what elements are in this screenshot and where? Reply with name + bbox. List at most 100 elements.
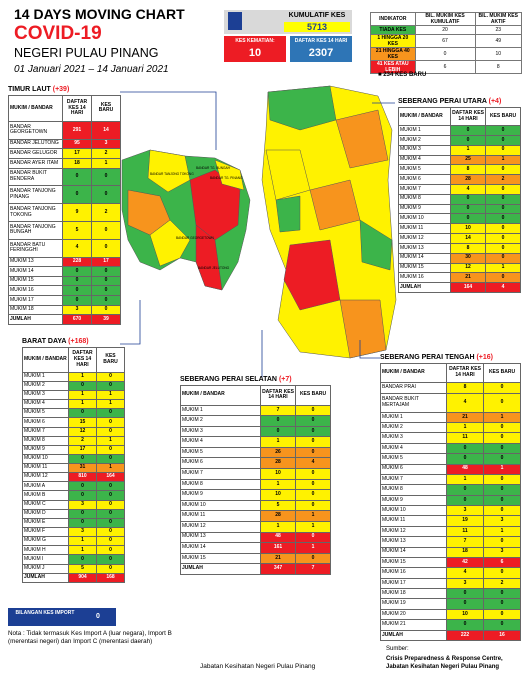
area-name: MUKIM 2	[380, 422, 447, 434]
area-name: MUKIM 10	[380, 505, 447, 517]
new-cases: 1	[295, 510, 331, 522]
cases-14-days: 0	[68, 517, 97, 529]
subtitle: COVID-19	[14, 23, 102, 44]
cases-14-days: 1	[68, 389, 97, 401]
section-title: SEBERANG PERAI SELATAN (+7)	[180, 376, 330, 385]
new-cases: 0	[485, 242, 521, 254]
new-cases: 3	[483, 515, 521, 527]
new-cases: 16	[483, 629, 521, 642]
cases-14-days: 3	[446, 505, 484, 517]
cases-14-days: 161	[260, 542, 296, 554]
area-name: MUKIM 8	[22, 435, 69, 446]
cases-14-days: 21	[450, 272, 486, 284]
area-name: MUKIM 7	[180, 468, 261, 480]
area-name: MUKIM 8	[398, 193, 451, 205]
section-table: MUKIM / BANDAR DAFTAR KES 14 HARI KES BARU…	[180, 385, 331, 575]
new-cases: 0	[483, 392, 521, 413]
cases-14-days: 0	[446, 494, 484, 507]
area-name: JUMLAH	[22, 572, 69, 584]
cases-14-days: 1	[68, 371, 97, 382]
area-name: BANDAR BUKIT BENDERA	[8, 167, 63, 187]
area-name: MUKIM 18	[380, 588, 447, 600]
new-cases: 0	[485, 184, 521, 195]
deaths-panel	[224, 36, 286, 62]
import-box: BILANGAN KES IMPORT 0	[8, 608, 116, 626]
table-row: MUKIM 15 12 1	[398, 262, 521, 274]
cases-14-days: 0	[450, 203, 486, 215]
new-cases: 0	[91, 238, 121, 258]
area-name: BANDAR AYER ITAM	[8, 158, 63, 169]
area-name: MUKIM 10	[398, 213, 451, 225]
section-header: MUKIM / BANDAR DAFTAR KES 14 HARI KES BARU	[398, 106, 521, 127]
new-cases: 0	[483, 432, 521, 444]
area-name: MUKIM 10	[22, 453, 69, 465]
cases-14-days: 5	[260, 499, 296, 512]
column-header: MUKIM / BANDAR	[180, 385, 261, 406]
new-cases: 1	[483, 525, 521, 538]
note: Nota : Tidak termasuk Kes Import A (luar…	[8, 630, 172, 645]
area-name: MUKIM 6	[380, 463, 447, 475]
section-title: SEBERANG PERAI UTARA (+4)	[398, 98, 520, 107]
table-row: MUKIM 15 0 0	[8, 275, 121, 287]
area-name: MUKIM 13	[180, 531, 261, 544]
section-change: (+7)	[278, 376, 292, 383]
new-cases: 3	[91, 138, 121, 150]
map-area	[214, 159, 245, 191]
new-cases: 0	[96, 481, 125, 492]
area-name: MUKIM D	[22, 508, 69, 519]
table-row: MUKIM 11 28 1	[180, 510, 331, 522]
column-header: DAFTAR KES 14 HARI	[450, 106, 486, 127]
table-row: MUKIM 3 11 0	[380, 432, 521, 444]
area-name: MUKIM 7	[398, 184, 451, 195]
import-label: BILANGAN KES IMPORT	[15, 610, 75, 616]
new-cases: 0	[91, 275, 121, 287]
cases-14-days: 0	[450, 193, 486, 205]
table-row: MUKIM 9 10 0	[180, 489, 331, 501]
area-name: MUKIM 7	[22, 426, 69, 437]
connectors	[120, 91, 395, 378]
area-name: MUKIM 1	[398, 125, 451, 136]
cases-14-days: 12	[450, 262, 486, 274]
table-row: MUKIM 13 8 0	[398, 242, 521, 254]
legend-indicator: 21 HINGGA 40 KES	[370, 47, 416, 61]
area-name: MUKIM 6	[180, 457, 261, 470]
new-cases: 39	[91, 314, 121, 325]
summary-box: KUMULATIF KES 5713 KES KEMATIAN: 10 DAFT…	[224, 10, 352, 62]
section-table: MUKIM / BANDAR DAFTAR KES 14 HARI KES BARU…	[380, 362, 521, 642]
table-row: MUKIM 10 3 0	[380, 505, 521, 517]
map-label: BANDAR TG. PINANG	[210, 176, 243, 180]
area-name: JUMLAH	[398, 282, 451, 293]
table-row: MUKIM 18 0 0	[380, 588, 521, 600]
area-name: MUKIM G	[22, 536, 69, 547]
section-name: TIMUR LAUT	[8, 86, 51, 93]
new-cases: 0	[91, 266, 121, 277]
section-header: MUKIM / BANDAR DAFTAR KES 14 HARI KES BARU	[22, 347, 125, 373]
map-label: BANDAR JELUTONG	[198, 266, 230, 270]
table-row: MUKIM 17 3 2	[380, 577, 521, 590]
cases-14-days: 0	[450, 213, 486, 225]
total-row: JUMLAH 904 168	[22, 572, 125, 584]
new-cases: 0	[91, 167, 121, 187]
title: 14 DAYS MOVING CHART	[14, 6, 185, 22]
area-name: MUKIM 1	[380, 411, 447, 424]
table-row: MUKIM 7 12 0	[22, 426, 125, 437]
area-name: MUKIM 13	[380, 536, 447, 548]
area-name: JUMLAH	[8, 314, 63, 325]
cases-14-days: 3	[446, 577, 484, 590]
area-name: MUKIM 5	[380, 453, 447, 465]
new-cases: 1	[91, 158, 121, 169]
area-name: BANDAR GELUGOR	[8, 148, 63, 159]
legend-row: 1 HINGGA 20 KES 67 49	[370, 34, 523, 48]
table-row: MUKIM 10 0 0	[22, 453, 125, 465]
area-name: MUKIM 3	[180, 425, 261, 438]
